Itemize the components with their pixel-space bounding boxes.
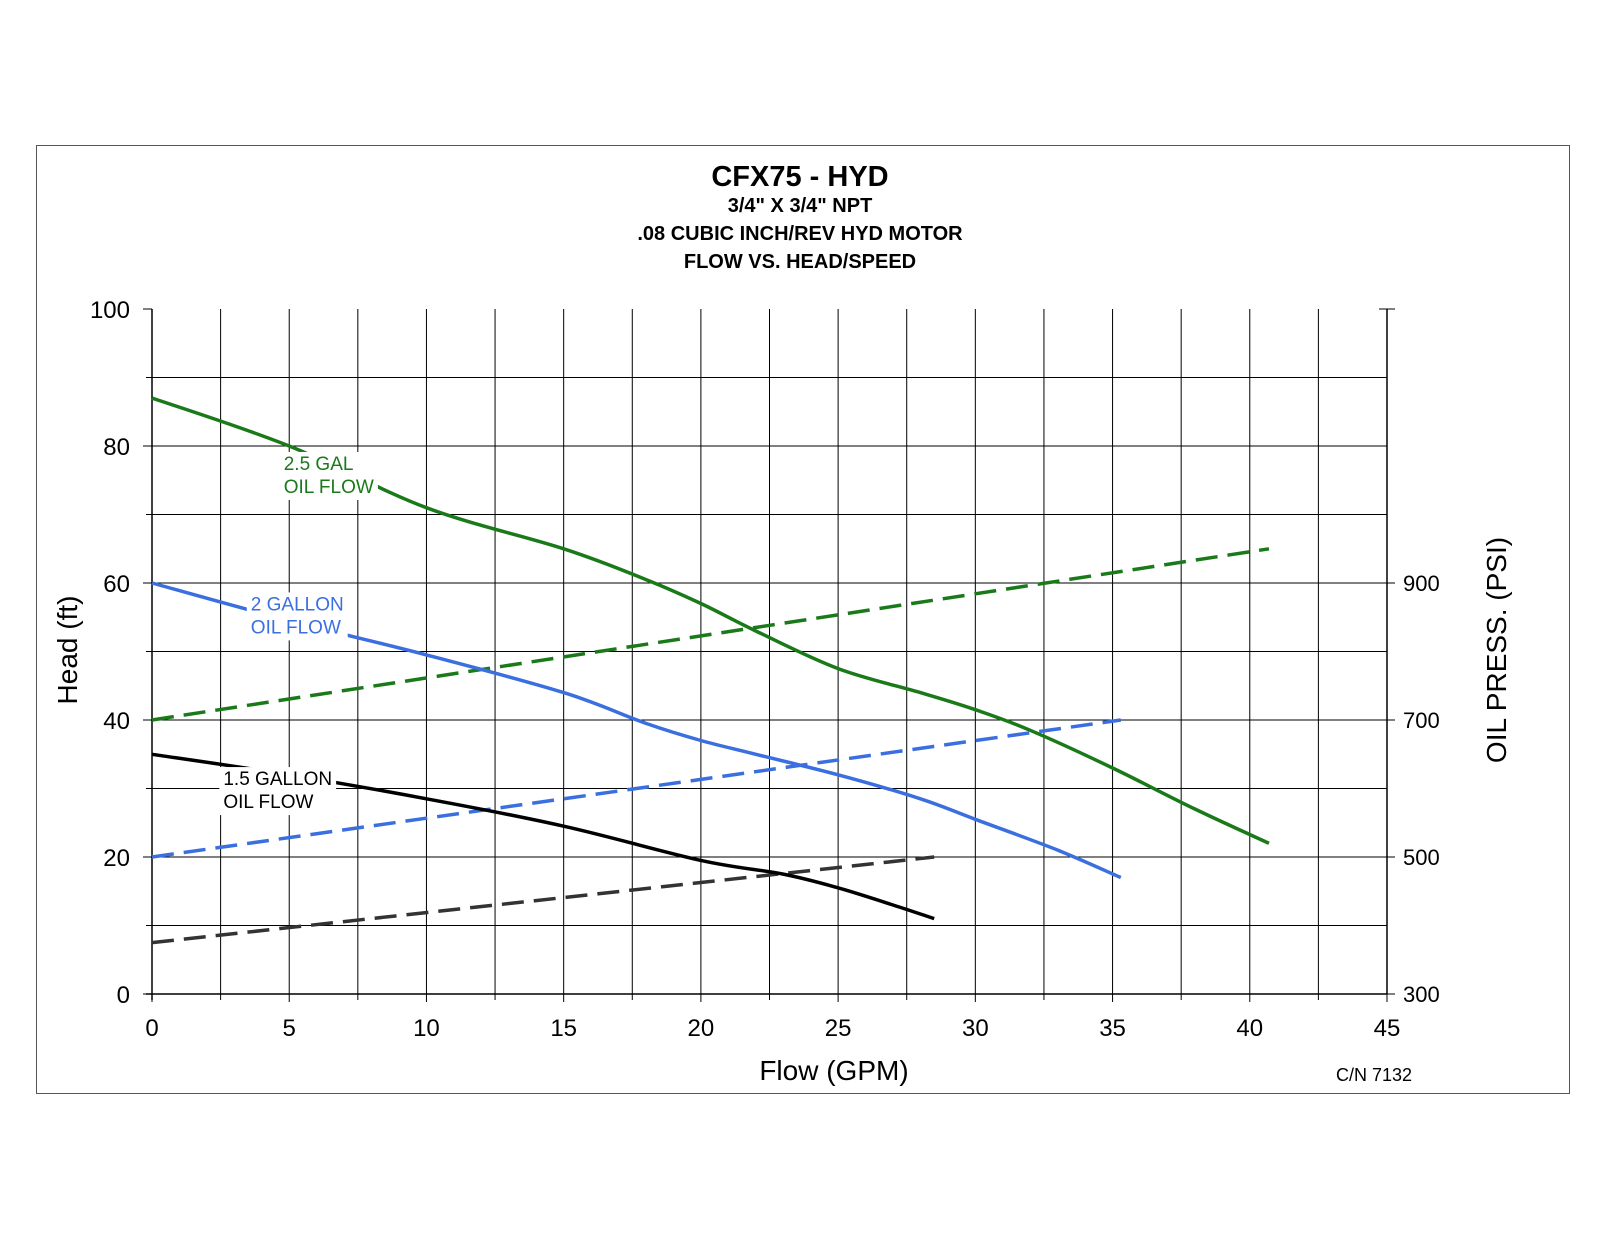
y-axis-title: Head (ft) — [52, 596, 83, 705]
y-tick-label: 60 — [103, 571, 130, 598]
x-tick-label: 25 — [825, 1015, 852, 1042]
y2-tick-label: 300 — [1403, 982, 1440, 1007]
y2-axis-title: OIL PRESS. (PSI) — [1481, 537, 1512, 763]
y-tick-label: 100 — [90, 297, 130, 324]
chart-subtitle-line-1: 3/4" X 3/4" NPT — [728, 195, 873, 217]
x-tick-label: 10 — [413, 1015, 440, 1042]
x-tick-label: 45 — [1374, 1015, 1401, 1042]
chart-frame — [36, 145, 1570, 1094]
x-tick-label: 40 — [1236, 1015, 1263, 1042]
curve-annotation-background — [246, 592, 348, 641]
x-axis-title: Flow (GPM) — [759, 1055, 908, 1086]
y2-tick-label: 900 — [1403, 571, 1440, 596]
series-2-gallon-oil-flow-oil-pressure-line — [151, 718, 1122, 859]
y-tick-label: 20 — [103, 845, 130, 872]
x-tick-label: 35 — [1099, 1015, 1126, 1042]
y2-tick-label: 700 — [1403, 708, 1440, 733]
catalog-number: C/N 7132 — [1336, 1065, 1412, 1085]
curve-annotation: 2 GALLON OIL FLOW — [246, 592, 348, 641]
curve-annotation-line: 2.5 GAL — [284, 454, 354, 475]
x-tick-label: 5 — [283, 1015, 296, 1042]
curve-annotation-background — [219, 767, 337, 816]
x-tick-label: 0 — [145, 1015, 158, 1042]
series-2-5-gal-oil-flow-oil-pressure-line — [151, 547, 1270, 722]
series-1-5-gallon-oil-flow-oil-pressure-line — [151, 855, 935, 945]
curve-annotation-label: 2.5 GAL OIL FLOW — [284, 454, 374, 498]
series-2-gallon-oil-flow-head-line — [151, 581, 1122, 880]
grid — [152, 309, 1388, 994]
curve-annotation-label: 1.5 GALLON OIL FLOW — [223, 769, 332, 813]
y2-tick-label: 500 — [1403, 845, 1440, 870]
curve-annotation-line: OIL FLOW — [223, 792, 313, 813]
curve-annotation: 1.5 GALLON OIL FLOW — [219, 767, 337, 816]
y-tick-label: 40 — [103, 708, 130, 735]
y-tick-label: 80 — [103, 434, 130, 461]
x-tick-label: 30 — [962, 1015, 989, 1042]
chart-subtitle-line-3: FLOW VS. HEAD/SPEED — [684, 251, 916, 273]
curve-annotation-line: 2 GALLON — [251, 594, 344, 615]
curve-annotation-line: OIL FLOW — [284, 477, 374, 498]
curve-annotation-line: OIL FLOW — [251, 617, 341, 638]
x-tick-label: 20 — [688, 1015, 715, 1042]
chart-title: CFX75 - HYD — [711, 161, 888, 193]
curve-annotation: 2.5 GAL OIL FLOW — [279, 451, 378, 500]
curve-annotation-background — [279, 451, 378, 500]
y-tick-label: 0 — [117, 982, 130, 1009]
chart-subtitle-line-2: .08 CUBIC INCH/REV HYD MOTOR — [637, 223, 963, 245]
series-2-5-gal-oil-flow-head-line — [151, 396, 1270, 845]
curve-annotation-label: 2 GALLON OIL FLOW — [251, 594, 344, 638]
curve-annotation-line: 1.5 GALLON — [223, 769, 332, 790]
x-tick-label: 15 — [550, 1015, 577, 1042]
